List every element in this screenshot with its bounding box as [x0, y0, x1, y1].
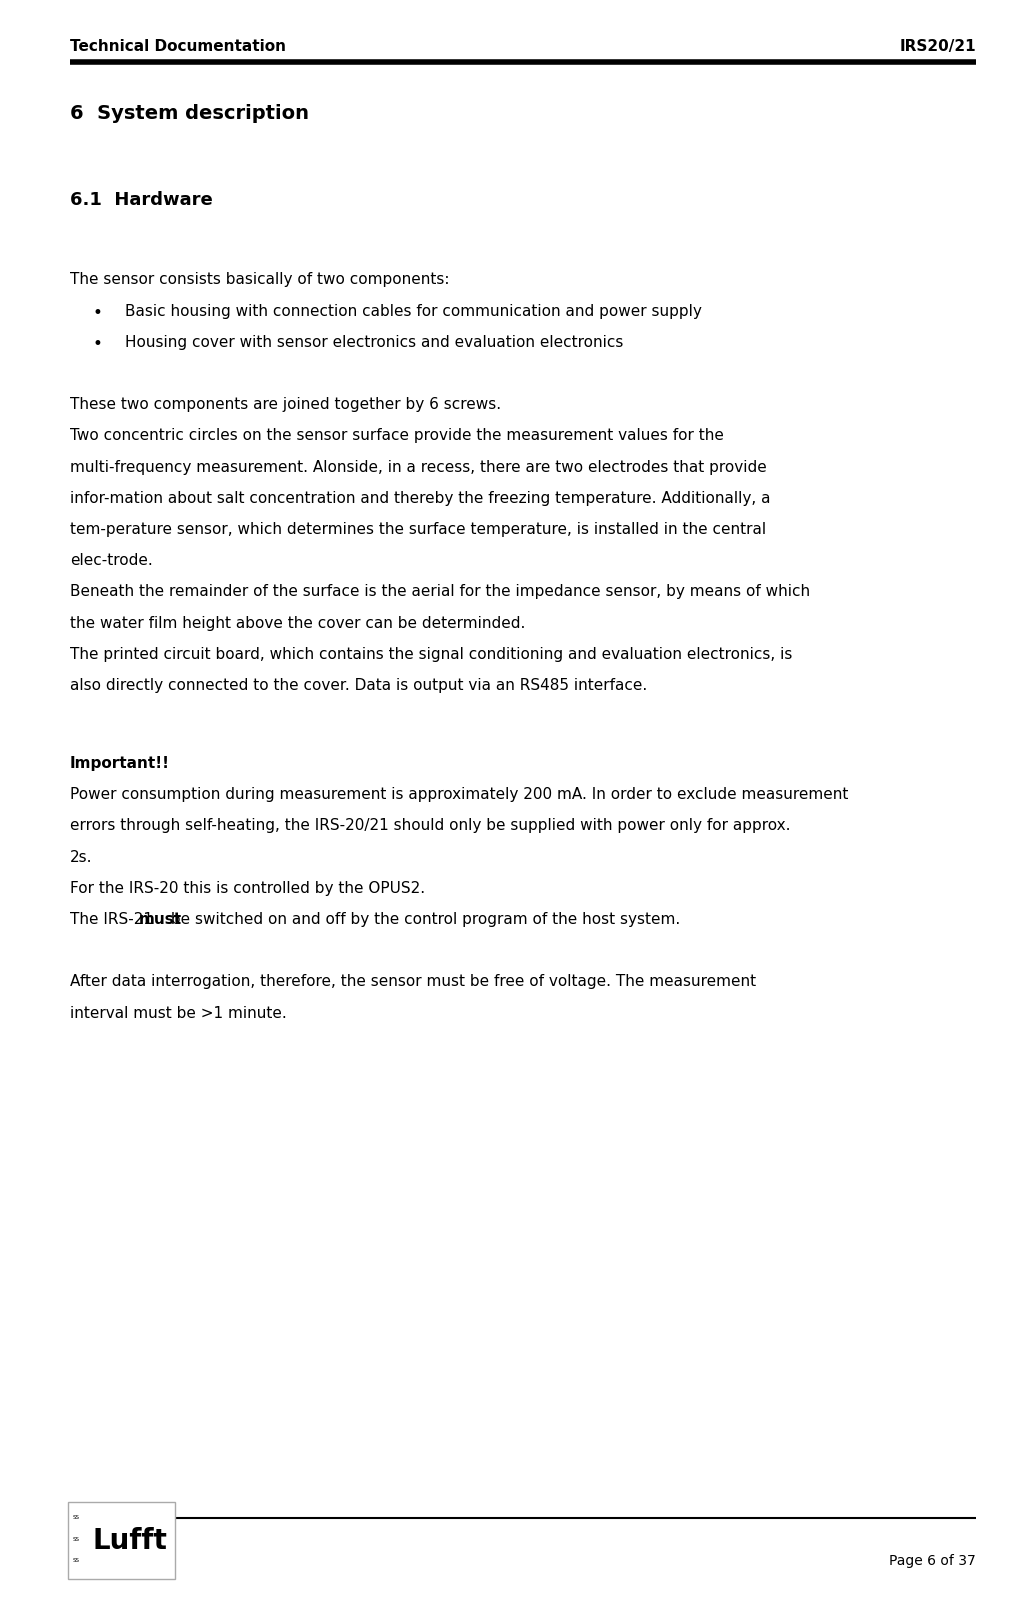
Text: The sensor consists basically of two components:: The sensor consists basically of two com…: [70, 272, 449, 288]
Text: Page 6 of 37: Page 6 of 37: [889, 1554, 976, 1568]
Text: The printed circuit board, which contains the signal conditioning and evaluation: The printed circuit board, which contain…: [70, 646, 792, 662]
Text: Technical Documentation: Technical Documentation: [70, 38, 286, 54]
Text: After data interrogation, therefore, the sensor must be free of voltage. The mea: After data interrogation, therefore, the…: [70, 974, 755, 989]
Text: SS: SS: [73, 1515, 80, 1520]
Text: These two components are joined together by 6 screws.: These two components are joined together…: [70, 397, 501, 413]
Text: multi-frequency measurement. Alonside, in a recess, there are two electrodes tha: multi-frequency measurement. Alonside, i…: [70, 459, 767, 475]
Text: also directly connected to the cover. Data is output via an RS485 interface.: also directly connected to the cover. Da…: [70, 678, 647, 693]
Text: Housing cover with sensor electronics and evaluation electronics: Housing cover with sensor electronics an…: [125, 334, 623, 350]
Text: be switched on and off by the control program of the host system.: be switched on and off by the control pr…: [166, 912, 681, 926]
Text: errors through self-heating, the IRS-20/21 should only be supplied with power on: errors through self-heating, the IRS-20/…: [70, 819, 790, 834]
Text: elec-trode.: elec-trode.: [70, 554, 153, 568]
Text: the water film height above the cover can be determinded.: the water film height above the cover ca…: [70, 616, 525, 630]
Text: •: •: [92, 334, 103, 354]
Text: 6.1  Hardware: 6.1 Hardware: [70, 192, 212, 210]
Text: SS: SS: [73, 1536, 80, 1542]
Text: 6  System description: 6 System description: [70, 104, 309, 123]
Text: infor-mation about salt concentration and thereby the freezing temperature. Addi: infor-mation about salt concentration an…: [70, 491, 770, 506]
Text: Two concentric circles on the sensor surface provide the measurement values for : Two concentric circles on the sensor sur…: [70, 429, 724, 443]
Text: Beneath the remainder of the surface is the aerial for the impedance sensor, by : Beneath the remainder of the surface is …: [70, 584, 810, 600]
Text: •: •: [92, 304, 103, 322]
Text: Basic housing with connection cables for communication and power supply: Basic housing with connection cables for…: [125, 304, 702, 318]
Text: Important!!: Important!!: [70, 757, 170, 771]
Text: Lufft: Lufft: [92, 1526, 167, 1555]
Bar: [68, 1502, 175, 1579]
Text: must: must: [139, 912, 182, 926]
Text: tem-perature sensor, which determines the surface temperature, is installed in t: tem-perature sensor, which determines th…: [70, 522, 766, 538]
Text: IRS20/21: IRS20/21: [899, 38, 976, 54]
Text: 2s.: 2s.: [70, 850, 92, 864]
Text: The IRS-21: The IRS-21: [70, 912, 158, 926]
Text: interval must be >1 minute.: interval must be >1 minute.: [70, 1006, 286, 1021]
Text: For the IRS-20 this is controlled by the OPUS2.: For the IRS-20 this is controlled by the…: [70, 882, 424, 896]
Text: SS: SS: [73, 1558, 80, 1563]
Text: Power consumption during measurement is approximately 200 mA. In order to exclud: Power consumption during measurement is …: [70, 787, 848, 802]
